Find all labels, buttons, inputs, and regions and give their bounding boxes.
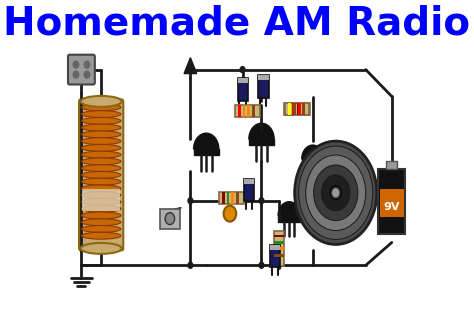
Ellipse shape: [82, 185, 121, 192]
Ellipse shape: [81, 243, 122, 254]
Ellipse shape: [82, 212, 121, 219]
Bar: [227, 192, 229, 204]
Ellipse shape: [82, 205, 121, 212]
Ellipse shape: [82, 131, 121, 138]
FancyBboxPatch shape: [79, 100, 123, 250]
Bar: [236, 192, 239, 204]
Circle shape: [73, 61, 79, 68]
Circle shape: [259, 262, 264, 268]
Polygon shape: [184, 58, 197, 74]
Ellipse shape: [82, 192, 121, 199]
Circle shape: [188, 67, 193, 72]
Bar: [222, 192, 225, 204]
Circle shape: [84, 61, 90, 68]
Bar: [302, 103, 304, 115]
Bar: [160, 209, 180, 229]
Circle shape: [332, 188, 340, 198]
Bar: [293, 103, 296, 115]
Circle shape: [295, 141, 377, 244]
Ellipse shape: [82, 232, 121, 239]
Bar: [244, 179, 254, 184]
Bar: [193, 149, 219, 155]
Ellipse shape: [82, 124, 121, 131]
Circle shape: [188, 198, 193, 204]
Bar: [244, 179, 254, 201]
Bar: [274, 241, 283, 244]
Ellipse shape: [82, 178, 121, 185]
Bar: [274, 230, 283, 266]
Ellipse shape: [82, 219, 121, 226]
Bar: [238, 105, 240, 117]
Bar: [274, 248, 283, 250]
Circle shape: [73, 71, 79, 78]
Wedge shape: [193, 133, 219, 149]
Bar: [297, 103, 300, 115]
Bar: [235, 105, 260, 117]
Circle shape: [240, 67, 245, 72]
Ellipse shape: [82, 225, 121, 232]
Circle shape: [188, 262, 193, 268]
Bar: [288, 103, 291, 115]
Bar: [274, 234, 283, 238]
Bar: [238, 77, 248, 82]
Ellipse shape: [82, 144, 121, 151]
Ellipse shape: [82, 111, 121, 118]
Circle shape: [306, 155, 366, 230]
Ellipse shape: [81, 96, 122, 107]
Wedge shape: [278, 202, 300, 216]
Circle shape: [84, 71, 90, 78]
Bar: [288, 103, 290, 115]
Bar: [247, 105, 250, 117]
Bar: [386, 161, 397, 169]
Bar: [219, 192, 244, 204]
Wedge shape: [249, 123, 274, 139]
Bar: [243, 105, 245, 117]
Bar: [302, 159, 324, 165]
FancyBboxPatch shape: [68, 55, 95, 85]
Ellipse shape: [82, 117, 121, 124]
Circle shape: [224, 206, 236, 222]
Ellipse shape: [82, 158, 121, 165]
Bar: [231, 192, 234, 204]
Bar: [380, 189, 404, 217]
Bar: [238, 77, 248, 101]
Circle shape: [165, 213, 174, 225]
Circle shape: [259, 198, 264, 204]
Bar: [278, 216, 300, 222]
Ellipse shape: [82, 151, 121, 158]
Ellipse shape: [82, 138, 121, 145]
Wedge shape: [302, 145, 324, 159]
Circle shape: [329, 185, 342, 201]
Text: 9V: 9V: [383, 202, 400, 212]
Bar: [302, 103, 305, 115]
Circle shape: [321, 175, 350, 211]
Bar: [252, 105, 255, 117]
Bar: [258, 75, 269, 98]
Bar: [82, 189, 120, 211]
Bar: [258, 75, 269, 80]
Ellipse shape: [82, 198, 121, 205]
Circle shape: [314, 165, 358, 220]
Ellipse shape: [82, 165, 121, 172]
Text: Homemade AM Radio: Homemade AM Radio: [3, 5, 471, 43]
Bar: [292, 103, 295, 115]
Bar: [285, 103, 309, 115]
Circle shape: [276, 262, 281, 268]
Bar: [249, 139, 274, 145]
Bar: [284, 103, 310, 115]
Bar: [298, 103, 301, 115]
Bar: [274, 254, 283, 257]
Bar: [270, 245, 280, 267]
Bar: [270, 245, 280, 250]
Ellipse shape: [82, 104, 121, 111]
Circle shape: [299, 146, 373, 239]
Bar: [378, 169, 405, 234]
Ellipse shape: [82, 171, 121, 179]
